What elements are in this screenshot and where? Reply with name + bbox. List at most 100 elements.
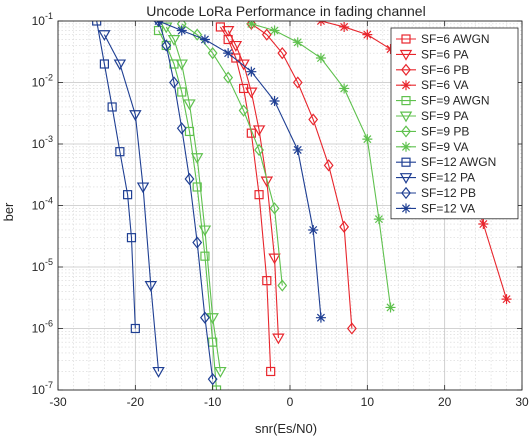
data-point bbox=[315, 312, 326, 323]
series-11 bbox=[153, 21, 326, 323]
data-point bbox=[401, 186, 411, 200]
chart-title: Uncode LoRa Performance in fading channe… bbox=[146, 3, 425, 19]
data-point bbox=[246, 21, 257, 29]
data-point bbox=[254, 143, 264, 157]
legend-item: SF=6 PB bbox=[396, 63, 469, 77]
data-point bbox=[246, 21, 257, 30]
legend-label: SF=12 PB bbox=[421, 186, 476, 200]
data-point bbox=[401, 95, 411, 106]
data-point bbox=[401, 125, 411, 138]
series-7 bbox=[246, 21, 396, 313]
data-point bbox=[339, 21, 350, 32]
data-point bbox=[153, 21, 164, 28]
data-point bbox=[385, 302, 396, 313]
data-point bbox=[126, 233, 137, 243]
legend-box bbox=[390, 27, 519, 220]
data-point bbox=[323, 159, 334, 172]
data-point bbox=[237, 59, 250, 71]
data-point bbox=[198, 225, 212, 237]
x-tick-label: 20 bbox=[438, 395, 452, 409]
series-8 bbox=[92, 21, 140, 334]
legend-item: SF=12 PA bbox=[396, 171, 475, 185]
data-point bbox=[99, 59, 110, 69]
series-5 bbox=[160, 22, 227, 378]
data-point bbox=[107, 102, 117, 112]
y-tick-label: 10-6 bbox=[32, 319, 53, 336]
legend-item: SF=12 VA bbox=[396, 201, 475, 215]
data-point bbox=[223, 71, 234, 84]
y-tick-label: 10-7 bbox=[32, 380, 53, 397]
data-point bbox=[308, 113, 319, 126]
data-point bbox=[262, 276, 272, 286]
data-point bbox=[277, 279, 288, 292]
data-point bbox=[269, 96, 280, 107]
data-point bbox=[272, 333, 285, 345]
data-point bbox=[169, 76, 179, 89]
data-point bbox=[478, 219, 489, 230]
data-point bbox=[245, 87, 258, 99]
data-point bbox=[292, 76, 303, 89]
data-point bbox=[362, 134, 373, 145]
data-point bbox=[399, 49, 413, 61]
data-point bbox=[246, 66, 257, 77]
data-point bbox=[269, 202, 280, 215]
data-point bbox=[385, 44, 396, 55]
series-line bbox=[251, 23, 353, 329]
legend-label: SF=9 PA bbox=[421, 109, 468, 123]
data-point bbox=[277, 46, 288, 60]
data-point bbox=[113, 59, 127, 71]
data-point bbox=[175, 59, 188, 71]
data-point bbox=[315, 53, 326, 64]
series-10 bbox=[153, 21, 218, 386]
legend-label: SF=6 AWGN bbox=[421, 32, 490, 46]
data-point bbox=[401, 63, 411, 76]
data-point bbox=[223, 48, 234, 59]
x-axis-label: snr(Es/N0) bbox=[255, 421, 317, 436]
data-point bbox=[501, 294, 512, 305]
data-point bbox=[362, 29, 373, 40]
data-point bbox=[199, 34, 210, 45]
data-point bbox=[292, 144, 303, 155]
data-point bbox=[152, 366, 165, 378]
data-point bbox=[192, 28, 203, 41]
data-point bbox=[261, 28, 272, 41]
data-point bbox=[229, 40, 243, 52]
data-point bbox=[308, 224, 319, 235]
data-point bbox=[130, 323, 140, 334]
data-point bbox=[269, 25, 280, 36]
data-point bbox=[238, 104, 249, 117]
data-point bbox=[346, 322, 357, 335]
data-point bbox=[92, 21, 102, 26]
legend-item: SF=12 AWGN bbox=[396, 155, 496, 169]
x-tick-label: 0 bbox=[287, 395, 294, 409]
x-tick-label: 30 bbox=[515, 395, 529, 409]
legend-item: SF=6 VA bbox=[396, 78, 468, 92]
data-point bbox=[183, 99, 196, 111]
legend-item: SF=9 AWGN bbox=[396, 94, 490, 108]
series-line bbox=[96, 21, 136, 329]
y-axis-label: ber bbox=[1, 202, 16, 221]
x-tick-label: -10 bbox=[204, 395, 222, 409]
data-point bbox=[98, 30, 111, 42]
data-point bbox=[339, 220, 350, 233]
x-tick-label: -30 bbox=[49, 395, 67, 409]
data-point bbox=[399, 173, 413, 185]
data-point bbox=[401, 141, 411, 152]
data-point bbox=[192, 182, 202, 192]
legend-item: SF=6 PA bbox=[396, 47, 468, 61]
series-2 bbox=[246, 21, 357, 335]
legend-item: SF=6 AWGN bbox=[396, 32, 490, 46]
y-tick-label: 10-4 bbox=[32, 196, 53, 213]
series-9 bbox=[98, 30, 165, 378]
legend-label: SF=12 AWGN bbox=[421, 155, 496, 169]
legend-item: SF=9 VA bbox=[396, 140, 468, 154]
y-tick-label: 10-1 bbox=[32, 11, 53, 28]
data-point bbox=[184, 172, 195, 186]
legend-label: SF=9 AWGN bbox=[421, 94, 490, 108]
data-point bbox=[211, 385, 222, 390]
data-point bbox=[214, 366, 227, 378]
legend-label: SF=6 PB bbox=[421, 63, 469, 77]
data-point bbox=[401, 34, 411, 44]
